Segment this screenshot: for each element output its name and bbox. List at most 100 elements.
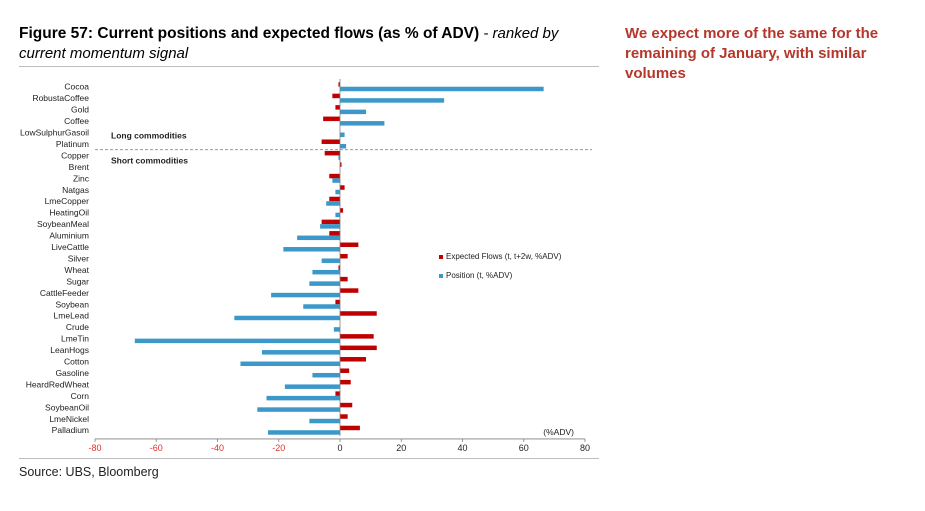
footer-divider <box>19 458 599 459</box>
position-bar <box>268 430 340 435</box>
long-commodities-label: Long commodities <box>111 131 187 141</box>
expected-flow-bar <box>332 93 340 99</box>
position-bar <box>326 201 340 206</box>
x-tick-label: -80 <box>88 443 101 453</box>
category-label: Coffee <box>64 116 89 126</box>
position-bar <box>340 98 445 103</box>
expected-flow-bar <box>340 345 377 351</box>
position-bar <box>271 292 340 298</box>
position-bar <box>240 361 340 367</box>
expected-flow-bar <box>324 150 340 156</box>
position-bar <box>333 327 340 332</box>
category-label: Zinc <box>73 173 90 183</box>
category-label: LiveCattle <box>51 242 89 252</box>
category-label: Platinum <box>56 139 89 149</box>
expected-flow-bar <box>340 162 342 167</box>
expected-flow-bar <box>338 265 340 270</box>
expected-flow-bar <box>340 414 348 419</box>
position-bar <box>340 143 347 149</box>
chart: Cocoa RobustaCoffee Gold Coffee LowSulphurGa… <box>20 79 592 453</box>
expected-flow-bar <box>321 139 340 144</box>
position-bar <box>321 258 340 263</box>
category-label: SoybeanMeal <box>37 219 89 229</box>
position-bar <box>340 86 544 92</box>
category-label: Brent <box>69 162 90 172</box>
source-note: Source: UBS, Bloomberg <box>19 465 159 479</box>
expected-flow-bar <box>340 276 348 282</box>
category-label: CattleFeeder <box>40 288 89 298</box>
expected-flow-bar <box>340 402 353 408</box>
unit-label: (%ADV) <box>543 427 574 437</box>
category-label: LowSulphurGasoil <box>20 128 89 138</box>
category-label: HeatingOil <box>49 208 89 218</box>
category-label: Gold <box>71 105 89 115</box>
category-label: Gasoline <box>55 368 89 378</box>
figure-subtitle: - ranked by current momentum signal <box>19 25 559 62</box>
x-tick-label: 20 <box>396 443 406 453</box>
position-bar <box>134 338 340 344</box>
position-bar <box>320 224 340 229</box>
position-bar <box>335 189 340 195</box>
position-bar <box>309 281 340 286</box>
category-label: Silver <box>68 253 89 263</box>
expected-flow-bar <box>329 173 340 179</box>
category-label: Soybean <box>55 299 89 309</box>
expected-flow-bar <box>340 311 377 316</box>
category-label: LmeCopper <box>45 196 90 206</box>
expected-flow-bar <box>335 391 340 396</box>
expected-flow-bar <box>329 196 340 202</box>
x-tick-label: 80 <box>580 443 590 453</box>
expected-flow-bar <box>335 105 340 110</box>
short-commodities-label: Short commodities <box>111 156 188 166</box>
category-label: Copper <box>61 150 89 160</box>
legend-label-position: Position (t, %ADV) <box>446 271 513 280</box>
position-bar <box>309 418 340 424</box>
position-bar <box>261 350 340 355</box>
x-tick-label: -40 <box>211 443 224 453</box>
position-bar <box>297 235 340 241</box>
position-bar <box>340 132 345 138</box>
expected-flow-bar <box>335 299 340 305</box>
position-bar <box>283 247 340 252</box>
category-label: Natgas <box>62 185 89 195</box>
category-label: SoybeanOil <box>45 402 89 412</box>
expected-flow-bar <box>340 185 345 190</box>
category-label: Aluminium <box>49 231 89 241</box>
position-bar <box>312 269 340 275</box>
category-label: Palladium <box>52 425 89 435</box>
expected-flow-bar <box>340 288 359 293</box>
category-label: Cotton <box>64 357 89 367</box>
position-bar <box>234 315 340 321</box>
category-label: LeanHogs <box>50 345 89 355</box>
x-tick-label: -60 <box>150 443 163 453</box>
position-bar <box>340 121 385 126</box>
category-label: Corn <box>71 391 90 401</box>
x-tick-label: 60 <box>519 443 529 453</box>
position-bar <box>303 304 340 309</box>
position-bar <box>332 178 340 183</box>
expected-flow-bar <box>329 231 340 236</box>
expected-flow-bar <box>340 379 351 385</box>
category-label: Crude <box>66 322 89 332</box>
category-label: LmeLead <box>54 311 90 321</box>
x-tick-label: 0 <box>337 443 342 453</box>
position-bar <box>266 395 340 401</box>
position-bar <box>284 384 340 389</box>
expected-flow-bar <box>340 334 374 339</box>
expected-flow-bar <box>321 219 340 225</box>
legend-swatch-expected-flows <box>439 255 443 259</box>
expected-flow-bar <box>340 253 348 259</box>
position-bar <box>257 407 340 412</box>
side-note: We expect more of the same for the remai… <box>625 25 879 82</box>
category-label: HeardRedWheat <box>26 379 90 389</box>
position-bar <box>312 372 340 378</box>
expected-flow-bar <box>340 357 367 362</box>
title-divider <box>19 66 599 67</box>
position-bar <box>338 155 340 160</box>
expected-flow-bar <box>340 208 344 213</box>
x-tick-label: 40 <box>457 443 467 453</box>
category-label: Wheat <box>64 265 89 275</box>
expected-flow-bar <box>340 368 350 373</box>
expected-flow-bar <box>340 242 359 248</box>
position-bar <box>340 109 367 115</box>
